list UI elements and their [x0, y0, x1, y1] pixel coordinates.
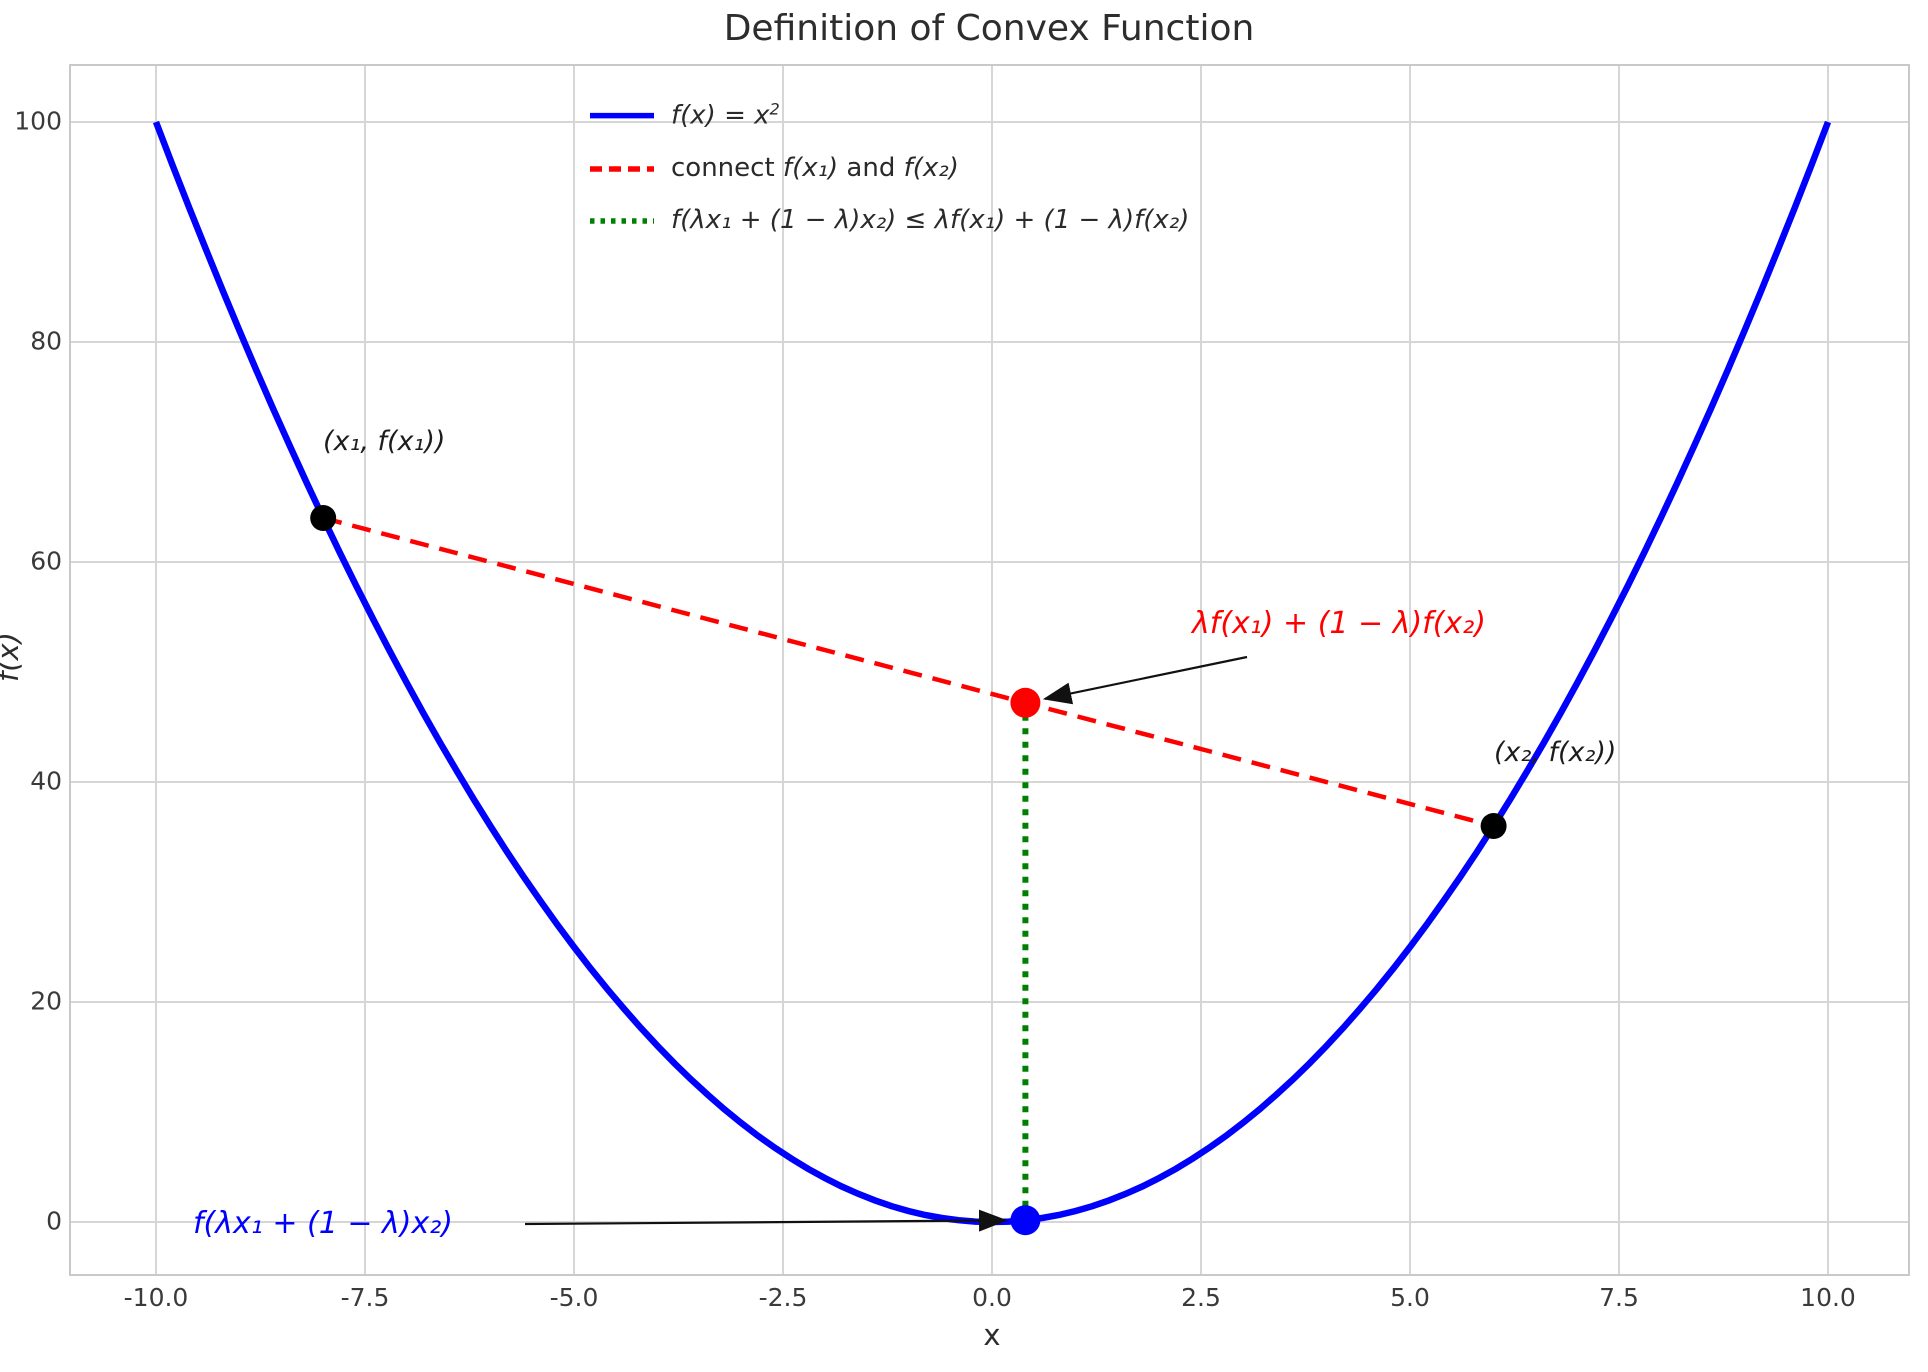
chart-title: Definition of Convex Function [723, 8, 1255, 49]
legend-item-label: connect f(x₁) and f(x₂) [671, 153, 959, 183]
legend-line-sample [588, 205, 656, 235]
chord-point-annotation: λf(x₁) + (1 − λ)f(x₂) [1192, 606, 1486, 641]
y-tick-label: 20 [30, 986, 62, 1016]
x-tick-label: 2.5 [1181, 1283, 1221, 1312]
y-axis-label: f(x) [0, 632, 25, 682]
x-tick-label: -2.5 [758, 1283, 808, 1312]
x-tick-label: 7.5 [1599, 1283, 1639, 1312]
legend-line-sample [588, 100, 656, 130]
x-tick-label: -10.0 [123, 1283, 189, 1312]
legend-item: f(x) = x2 [588, 99, 780, 131]
y-tick-label: 40 [30, 766, 62, 796]
point1-label: (x₁, f(x₁)) [323, 426, 446, 457]
curve-point-annotation: f(λx₁ + (1 − λ)x₂) [193, 1206, 453, 1241]
y-tick-label: 100 [14, 106, 62, 136]
x-tick-label: -5.0 [549, 1283, 599, 1312]
x-axis-label: x [983, 1318, 1001, 1352]
legend-item-label: f(x) = x2 [671, 99, 780, 131]
x-tick-label: 10.0 [1800, 1283, 1856, 1312]
y-tick-label: 80 [30, 326, 62, 356]
legend-item: f(λx₁ + (1 − λ)x₂) ≤ λf(x₁) + (1 − λ)f(x… [588, 205, 1189, 235]
legend-line-sample [588, 153, 656, 183]
x-tick-label: -7.5 [340, 1283, 390, 1312]
y-tick-label: 0 [46, 1206, 62, 1236]
legend-item: connect f(x₁) and f(x₂) [588, 153, 959, 183]
x-tick-label: 5.0 [1390, 1283, 1430, 1312]
point2-label: (x₂, f(x₂)) [1494, 737, 1617, 768]
x-tick-label: 0.0 [972, 1283, 1012, 1312]
y-tick-label: 60 [30, 546, 62, 576]
legend-item-label: f(λx₁ + (1 − λ)x₂) ≤ λf(x₁) + (1 − λ)f(x… [671, 205, 1190, 235]
